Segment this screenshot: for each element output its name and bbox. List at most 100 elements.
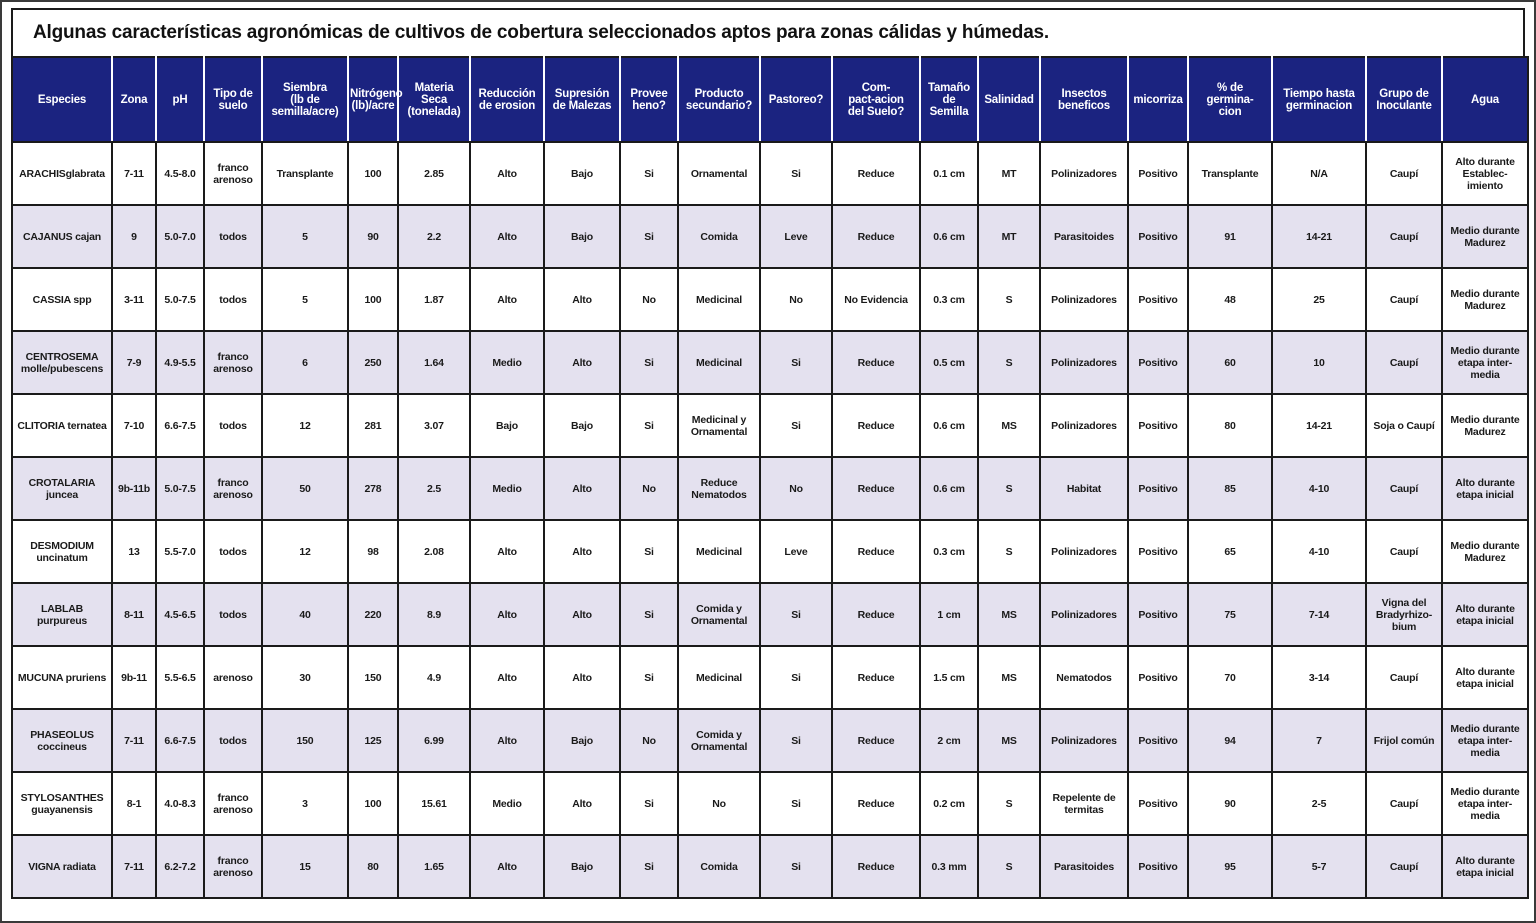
table-cell: 13: [111, 519, 157, 584]
table-cell: Alto durante etapa inicial: [1441, 456, 1529, 521]
table-cell: Alto: [469, 834, 545, 899]
table-cell: Si: [619, 645, 679, 710]
table-cell: Si: [759, 645, 833, 710]
table-cell: Positivo: [1127, 645, 1189, 710]
table-cell: 5-7: [1271, 834, 1367, 899]
table-cell: Reduce: [831, 771, 921, 836]
table-cell: 2 cm: [919, 708, 979, 773]
table-row: CENTROSEMA molle/pubescens 7-9 4.9-5.5 fran…: [11, 330, 1529, 395]
table-cell: 9: [111, 204, 157, 269]
table-cell: 90: [347, 204, 399, 269]
table-cell: 5: [261, 267, 349, 332]
table-cell: MT: [977, 141, 1041, 206]
table-cell: franco arenoso: [203, 141, 263, 206]
table-cell: 9b-11b: [111, 456, 157, 521]
table-cell: No: [619, 267, 679, 332]
table-cell: Polinizadores: [1039, 330, 1129, 395]
table-cell: Medio durante etapa inter- media: [1441, 330, 1529, 395]
table-cell: 90: [1187, 771, 1273, 836]
header-cell-10: Producto secundario?: [677, 57, 760, 143]
table-cell: 0.1 cm: [919, 141, 979, 206]
table-cell: 9b-11: [111, 645, 157, 710]
table-cell: No: [619, 456, 679, 521]
table-row: VIGNA radiata 7-11 6.2-7.2 franco arenoso 15…: [11, 834, 1529, 899]
species-cell: CLITORIA ternatea: [11, 393, 113, 458]
table-cell: 0.2 cm: [919, 771, 979, 836]
table-cell: S: [977, 330, 1041, 395]
table-cell: Leve: [759, 519, 833, 584]
table-body: ARACHISglabrata 7-11 4.5-8.0 franco arenoso…: [11, 141, 1529, 899]
table-cell: S: [977, 834, 1041, 899]
table-cell: 1.65: [397, 834, 471, 899]
table-cell: 0.3 cm: [919, 267, 979, 332]
table-cell: S: [977, 519, 1041, 584]
table-cell: 5: [261, 204, 349, 269]
table-cell: Alto durante etapa inicial: [1441, 582, 1529, 647]
table-cell: 25: [1271, 267, 1367, 332]
table-cell: Positivo: [1127, 267, 1189, 332]
table-cell: todos: [203, 393, 263, 458]
table-cell: 6.2-7.2: [155, 834, 205, 899]
table-cell: Caupí: [1365, 771, 1443, 836]
table-cell: 4.5-8.0: [155, 141, 205, 206]
table-cell: Medicinal: [677, 519, 761, 584]
table-cell: 7-11: [111, 708, 157, 773]
table-cell: No: [759, 456, 833, 521]
table-cell: Medio: [469, 456, 545, 521]
header-cell-15: Insectos beneficos: [1039, 57, 1128, 143]
table-cell: 0.5 cm: [919, 330, 979, 395]
table-cell: Comida y Ornamental: [677, 582, 761, 647]
table-cell: 0.6 cm: [919, 393, 979, 458]
table-cell: 4.5-6.5: [155, 582, 205, 647]
table-cell: 2.5: [397, 456, 471, 521]
table-cell: 5.0-7.0: [155, 204, 205, 269]
table-cell: 150: [347, 645, 399, 710]
table-cell: 40: [261, 582, 349, 647]
table-row: ARACHISglabrata 7-11 4.5-8.0 franco arenoso…: [11, 141, 1529, 206]
table-cell: Parasitoides: [1039, 204, 1129, 269]
table-cell: Polinizadores: [1039, 267, 1129, 332]
table-cell: 4-10: [1271, 519, 1367, 584]
table-cell: Alto: [469, 267, 545, 332]
table-cell: Reduce: [831, 519, 921, 584]
table-cell: Si: [619, 141, 679, 206]
table-cell: franco arenoso: [203, 834, 263, 899]
species-cell: ARACHISglabrata: [11, 141, 113, 206]
table-cell: Medicinal: [677, 645, 761, 710]
species-cell: VIGNA radiata: [11, 834, 113, 899]
header-row: Especies Zona pH Tipo de suelo Siembra (lb d…: [12, 57, 1528, 143]
table-cell: 2-5: [1271, 771, 1367, 836]
table-cell: Reduce: [831, 582, 921, 647]
page-title: Algunas características agronómicas de c…: [33, 22, 1050, 43]
species-cell: CROTALARIA juncea: [11, 456, 113, 521]
table-cell: Frijol común: [1365, 708, 1443, 773]
table-cell: Reduce: [831, 393, 921, 458]
table-cell: 0.6 cm: [919, 456, 979, 521]
header-cell-20: Agua: [1441, 57, 1528, 143]
table-cell: 2.85: [397, 141, 471, 206]
table-cell: Caupí: [1365, 834, 1443, 899]
table-cell: 7-9: [111, 330, 157, 395]
table-cell: todos: [203, 519, 263, 584]
table-cell: 4-10: [1271, 456, 1367, 521]
table-cell: 12: [261, 519, 349, 584]
table-cell: 8-11: [111, 582, 157, 647]
table-cell: Reduce Nematodos: [677, 456, 761, 521]
header-cell-9: Provee heno?: [619, 57, 678, 143]
table-cell: 6.6-7.5: [155, 393, 205, 458]
table-cell: 60: [1187, 330, 1273, 395]
table-cell: 1.5 cm: [919, 645, 979, 710]
table-cell: 7-10: [111, 393, 157, 458]
header-cell-0: Especies: [12, 57, 112, 143]
table-cell: todos: [203, 582, 263, 647]
table-cell: Si: [619, 330, 679, 395]
header-cell-17: % de germina- cion: [1187, 57, 1272, 143]
species-cell: CAJANUS cajan: [11, 204, 113, 269]
table-cell: 0.3 mm: [919, 834, 979, 899]
table-row: LABLAB purpureus 8-11 4.5-6.5 todos 40 220 8.9…: [11, 582, 1529, 647]
table-cell: 50: [261, 456, 349, 521]
table-cell: Medio: [469, 330, 545, 395]
table-cell: 5.0-7.5: [155, 456, 205, 521]
header-cell-7: Reducción de erosion: [469, 57, 544, 143]
table-cell: Medio durante etapa inter- media: [1441, 708, 1529, 773]
